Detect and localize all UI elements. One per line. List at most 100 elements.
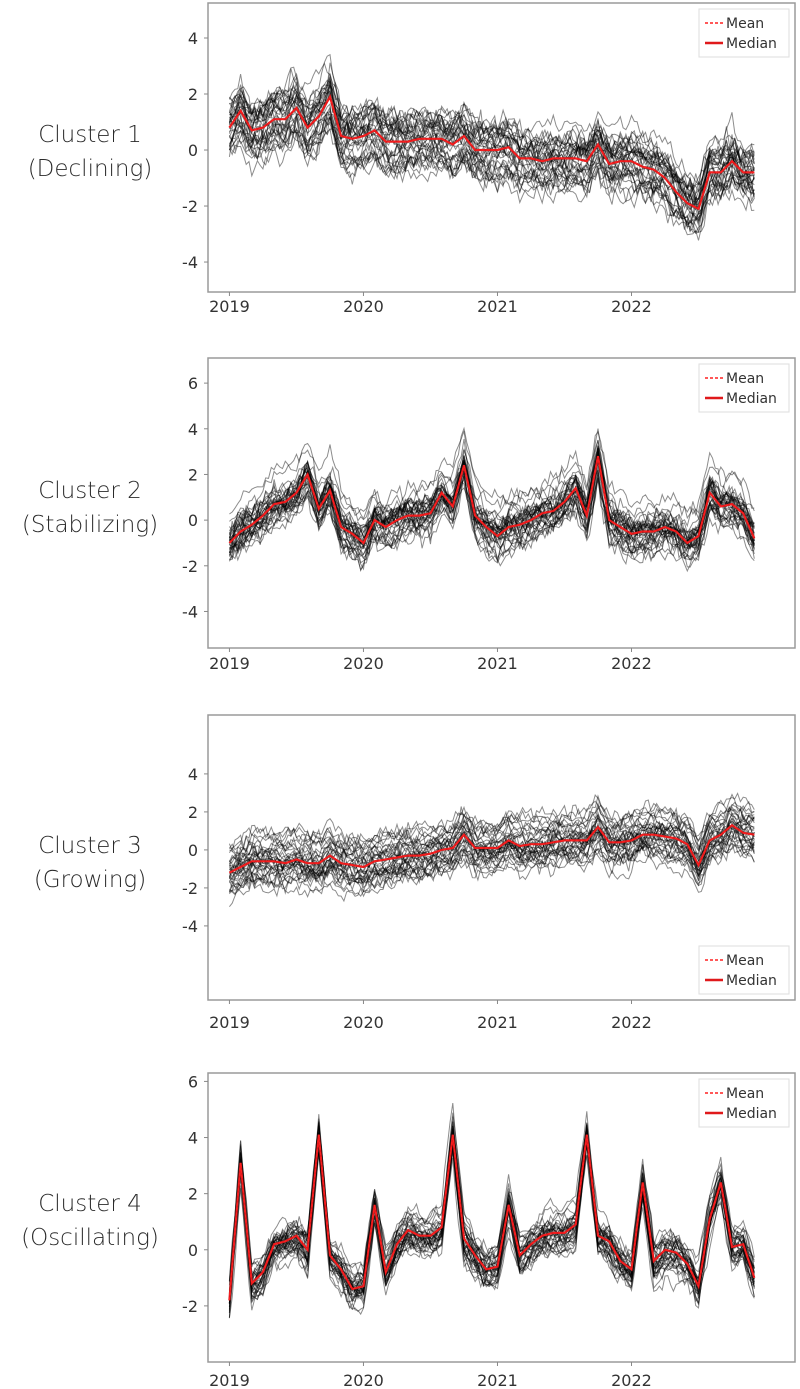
member-series-line: [228, 113, 755, 235]
x-tick-label: 2020: [343, 297, 384, 316]
x-tick-label: 2020: [343, 654, 384, 673]
x-tick-label: 2022: [611, 1371, 652, 1389]
member-series-line: [228, 92, 755, 214]
cluster-3-label: Cluster 3 (Growing): [0, 829, 180, 897]
member-series-line: [228, 116, 755, 234]
member-series-line: [228, 114, 755, 221]
member-series-line: [228, 808, 755, 867]
member-series-line: [229, 801, 755, 872]
member-series-line: [229, 806, 755, 863]
member-series-line: [228, 841, 755, 893]
member-series-line: [229, 106, 755, 221]
member-series-line: [229, 78, 755, 211]
member-series-group: [228, 426, 756, 573]
legend-box: [698, 945, 790, 995]
cluster-1-trend: (Declining): [27, 156, 153, 182]
y-tick-label: 2: [188, 465, 198, 484]
member-series-line: [228, 111, 755, 222]
member-series-line: [228, 830, 755, 882]
legend: Mean Median: [698, 363, 790, 413]
y-tick-label: -2: [182, 197, 198, 216]
member-series-line: [229, 114, 755, 226]
member-series-line: [228, 1135, 755, 1304]
legend-median-label: Median: [726, 391, 777, 407]
x-tick-label: 2020: [343, 1371, 384, 1389]
y-tick-label: 4: [188, 1129, 198, 1148]
x-tick-label: 2019: [209, 654, 250, 673]
member-series-line: [228, 115, 755, 227]
x-tick-label: 2021: [477, 1371, 518, 1389]
member-series-line: [228, 469, 755, 562]
y-tick-label: 6: [188, 1072, 198, 1091]
member-series-line: [229, 460, 755, 552]
member-series-line: [229, 835, 755, 889]
member-series-line: [228, 117, 755, 233]
plot-frame: [207, 714, 796, 1001]
member-series-group: [228, 53, 755, 241]
member-series-line: [228, 93, 755, 206]
x-tick-label: 2019: [209, 297, 250, 316]
y-tick-label: -4: [182, 917, 198, 936]
member-series-line: [228, 1143, 755, 1313]
member-series-line: [228, 477, 755, 573]
plot-frame: [207, 1072, 796, 1363]
member-series-line: [229, 800, 755, 852]
member-series-line: [228, 820, 755, 878]
member-series-line: [229, 81, 755, 206]
member-series-line: [228, 459, 755, 562]
cluster-1-label: Cluster 1 (Declining): [0, 118, 180, 186]
cluster-1-chart: -4 -2 0 2 4 2019 2020 2021 2022 Mean Median: [182, 2, 796, 316]
y-tick-label: 6: [188, 374, 198, 393]
member-series-line: [229, 62, 755, 185]
y-tick-label: -2: [182, 557, 198, 576]
member-series-line: [229, 471, 755, 572]
legend-median-label: Median: [726, 36, 777, 52]
cluster-4-label: Cluster 4 (Oscillating): [0, 1187, 180, 1255]
x-tick-label: 2020: [343, 1013, 384, 1032]
member-series-line: [229, 843, 755, 908]
y-tick-label: -4: [182, 253, 198, 272]
cluster-2-label: Cluster 2 (Stabilizing): [0, 474, 180, 542]
member-series-line: [229, 426, 755, 522]
member-series-line: [229, 430, 755, 522]
mean-line: [228, 456, 755, 544]
member-series-line: [229, 825, 755, 884]
member-series-line: [228, 830, 755, 890]
mean-line: [228, 1134, 755, 1301]
member-series-line: [228, 89, 755, 205]
cluster-1-name: Cluster 1: [38, 122, 142, 148]
member-series-line: [228, 475, 755, 562]
member-series-line: [228, 62, 755, 215]
member-series-line: [228, 1136, 755, 1313]
member-series-line: [228, 805, 755, 856]
member-series-group: [228, 1103, 756, 1319]
x-tick-label: 2021: [477, 1013, 518, 1032]
member-series-line: [229, 470, 755, 564]
member-series-line: [228, 1130, 755, 1304]
member-series-line: [229, 838, 755, 896]
member-series-line: [228, 811, 755, 868]
member-series-line: [228, 76, 755, 191]
member-series-line: [228, 106, 755, 219]
member-series-line: [228, 103, 755, 233]
member-series-line: [228, 1122, 755, 1295]
member-series-line: [228, 91, 755, 216]
member-series-line: [228, 1121, 755, 1298]
x-tick-label: 2019: [209, 1013, 250, 1032]
plot-frame: [207, 357, 796, 649]
member-series-line: [228, 469, 755, 571]
member-series-line: [229, 461, 755, 560]
legend: Mean Median: [698, 945, 790, 995]
legend-mean-label: Mean: [726, 1086, 764, 1102]
member-series-line: [228, 439, 755, 539]
member-series-line: [228, 824, 755, 885]
member-series-line: [228, 820, 755, 873]
cluster-3-chart: -4 -2 0 2 4 2019 2020 2021 2022 Mean Median: [182, 714, 796, 1032]
member-series-line: [228, 128, 755, 233]
cluster-4-trend: (Oscillating): [21, 1225, 159, 1251]
member-series-line: [228, 125, 755, 241]
y-tick-label: -2: [182, 879, 198, 898]
member-series-line: [228, 1122, 755, 1300]
y-tick-label: 2: [188, 85, 198, 104]
x-tick-label: 2022: [611, 297, 652, 316]
